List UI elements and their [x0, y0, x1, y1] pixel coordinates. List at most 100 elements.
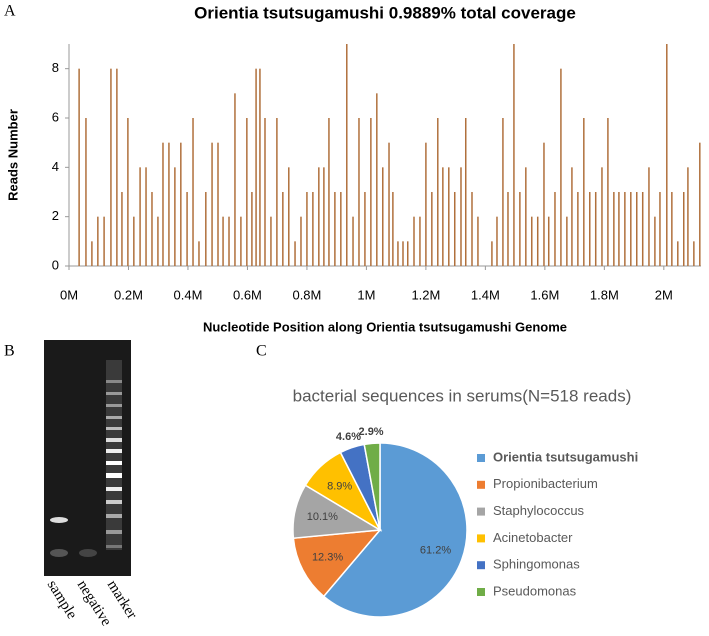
chart-title: Orientia tsutsugamushi 0.9889% total cov…	[194, 3, 576, 22]
bar	[364, 192, 366, 266]
bar	[323, 167, 325, 266]
bar	[601, 167, 603, 266]
bar	[312, 192, 314, 266]
bar	[607, 118, 609, 266]
bar	[666, 44, 668, 266]
bar	[507, 192, 509, 266]
bar	[502, 118, 504, 266]
bar	[240, 216, 242, 266]
bar	[294, 241, 296, 266]
bar	[127, 118, 129, 266]
x-tick-label: 0.4M	[174, 287, 203, 302]
bar	[228, 216, 230, 266]
y-tick-label: 0	[52, 257, 59, 272]
bar	[328, 118, 330, 266]
bar	[477, 216, 479, 266]
slice-label: 12.3%	[312, 551, 343, 563]
x-tick-label: 0.2M	[114, 287, 143, 302]
bar	[370, 118, 372, 266]
bar	[222, 216, 224, 266]
bar	[425, 142, 427, 266]
bar	[192, 118, 194, 266]
x-tick-label: 0M	[60, 287, 78, 302]
bar	[157, 216, 159, 266]
bar	[251, 192, 253, 266]
bar	[397, 241, 399, 266]
bar	[288, 167, 290, 266]
legend-label: Sphingomonas	[493, 557, 580, 572]
bar	[464, 118, 467, 266]
bar	[460, 167, 462, 266]
legend-swatch	[477, 454, 485, 462]
bar	[145, 167, 147, 266]
x-tick-label: 2M	[655, 287, 673, 302]
bar	[654, 216, 656, 266]
bar	[589, 192, 591, 266]
bar	[419, 216, 421, 266]
bar	[671, 192, 673, 266]
x-axis-label: Nucleotide Position along Orientia tsuts…	[203, 319, 567, 334]
bar	[85, 118, 87, 266]
bar	[78, 68, 80, 267]
bar	[641, 192, 644, 266]
pie-slice	[322, 442, 468, 618]
bar	[683, 192, 685, 266]
pie-slice	[292, 529, 382, 598]
x-tick-label: 1.4M	[471, 287, 500, 302]
legend-label: Staphylococcus	[493, 503, 585, 518]
y-axis-label: Reads Number	[5, 109, 20, 201]
bar	[437, 118, 439, 266]
bar	[407, 241, 409, 266]
legend-label: Acinetobacter	[493, 530, 573, 545]
bar	[636, 192, 638, 266]
slice-label: 2.9%	[359, 426, 384, 438]
bar	[97, 216, 99, 266]
bar	[376, 93, 378, 266]
bar	[571, 167, 573, 266]
bar	[121, 192, 123, 266]
bar	[116, 68, 118, 267]
y-tick-label: 4	[52, 159, 59, 174]
bar	[687, 167, 689, 266]
bar	[577, 192, 579, 266]
legend-label: Pseudomonas	[493, 583, 577, 598]
bar	[264, 118, 266, 266]
bar	[300, 216, 302, 266]
bar	[453, 192, 456, 266]
bar	[198, 241, 200, 266]
legend-label: Propionibacterium	[493, 476, 598, 491]
y-tick-label: 2	[52, 208, 59, 223]
bar	[519, 192, 521, 266]
slice-label: 61.2%	[420, 544, 451, 556]
bar	[560, 68, 562, 267]
bar	[491, 241, 493, 266]
bar	[392, 192, 394, 266]
bar	[659, 192, 661, 266]
slice-label: 10.1%	[307, 511, 338, 523]
bar	[566, 216, 568, 266]
bar	[543, 142, 545, 266]
legend-label: Orientia tsutsugamushi	[493, 449, 638, 464]
legend-swatch	[477, 534, 485, 543]
x-tick-label: 0.8M	[292, 287, 321, 302]
legend-swatch	[477, 507, 485, 516]
bar	[358, 118, 360, 266]
y-tick-label: 6	[52, 109, 59, 124]
bar	[402, 241, 404, 266]
bar	[259, 68, 261, 267]
bar	[677, 241, 679, 266]
bar	[442, 167, 444, 266]
bar	[151, 192, 153, 266]
bar	[340, 192, 342, 266]
bar	[110, 68, 112, 267]
bar	[162, 142, 164, 266]
x-tick-label: 1.8M	[590, 287, 619, 302]
bar	[525, 167, 527, 266]
bar	[496, 216, 498, 266]
bar	[174, 167, 176, 266]
bar	[583, 118, 585, 266]
lane-label: sample	[44, 577, 80, 622]
bar	[334, 192, 336, 266]
bar	[388, 142, 390, 266]
